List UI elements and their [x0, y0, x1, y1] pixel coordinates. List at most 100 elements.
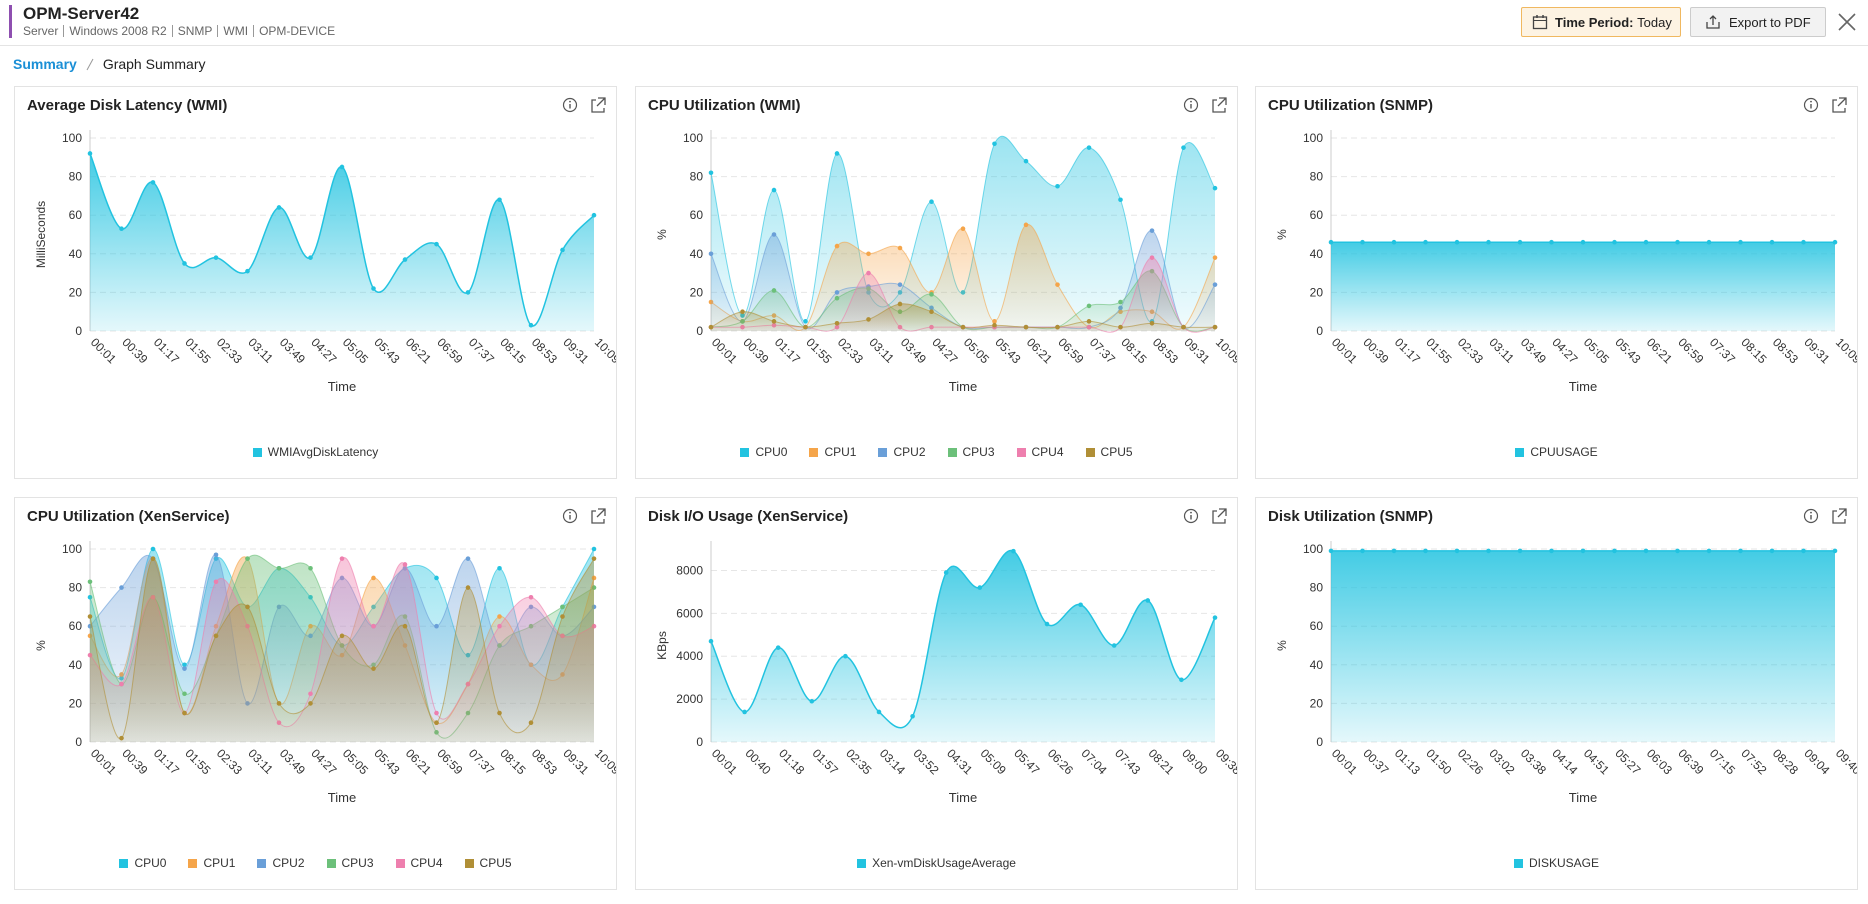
data-point: [866, 270, 871, 276]
data-point: [1675, 548, 1680, 554]
data-point: [1643, 548, 1649, 554]
data-point: [771, 288, 777, 293]
series-area: [711, 550, 1215, 742]
y-tick-label: 100: [1303, 542, 1323, 556]
data-point: [1486, 548, 1491, 554]
time-period-button[interactable]: Time Period: Today: [1521, 7, 1681, 37]
y-tick-label: 0: [75, 324, 82, 338]
x-tick-label: 01:55: [1423, 335, 1454, 366]
data-point: [1801, 548, 1806, 554]
popout-icon[interactable]: [1832, 508, 1847, 524]
legend-item[interactable]: DISKUSAGE: [1513, 856, 1599, 870]
legend-swatch: [326, 859, 336, 868]
legend-item[interactable]: CPU1: [188, 856, 235, 870]
x-tick-label: 05:09: [978, 746, 1009, 777]
legend-item[interactable]: CPUUSAGE: [1515, 445, 1598, 459]
x-tick-label: 09:31: [1181, 335, 1212, 366]
info-icon[interactable]: [562, 508, 578, 524]
legend-item[interactable]: Xen-vmDiskUsageAverage: [857, 856, 1016, 870]
data-point: [1360, 239, 1365, 245]
legend-item[interactable]: CPU1: [809, 445, 856, 459]
legend-item[interactable]: CPU0: [119, 856, 166, 870]
y-tick-label: 60: [1310, 208, 1324, 222]
data-point: [1769, 548, 1775, 554]
info-icon[interactable]: [1803, 508, 1819, 524]
data-point: [1055, 282, 1060, 287]
x-tick-label: 00:40: [742, 746, 773, 777]
data-point: [1328, 548, 1334, 554]
y-tick-label: 20: [69, 696, 83, 710]
x-tick-label: 08:53: [529, 746, 560, 777]
x-tick-label: 03:11: [1486, 335, 1517, 366]
data-point: [1179, 677, 1184, 683]
info-icon[interactable]: [562, 97, 578, 113]
legend-item[interactable]: CPU0: [740, 445, 787, 459]
data-point: [960, 324, 966, 330]
popout-arrow: [1837, 97, 1847, 107]
x-tick-label: 05:05: [340, 335, 371, 366]
data-point: [1580, 239, 1586, 245]
popout-icon[interactable]: [1212, 508, 1227, 524]
x-tick-label: 00:01: [88, 746, 119, 777]
popout-arrow: [596, 97, 606, 107]
data-point: [897, 245, 903, 251]
series-area: [1331, 550, 1835, 742]
info-icon[interactable]: [1183, 97, 1199, 113]
y-tick-label: 100: [62, 131, 82, 145]
data-point: [119, 681, 124, 687]
y-tick-label: 40: [1310, 247, 1324, 261]
legend-item[interactable]: CPU4: [395, 856, 443, 870]
y-tick-label: 0: [1316, 324, 1323, 338]
export-label: Export to PDF: [1729, 14, 1811, 30]
info-icon[interactable]: [1183, 508, 1199, 524]
chart-panel: CPU Utilization (XenService) 0 20 40 60 80 100…: [14, 497, 617, 890]
legend-swatch: [252, 448, 262, 457]
popout-icon[interactable]: [591, 508, 606, 524]
data-point: [1145, 598, 1151, 603]
popout-icon[interactable]: [591, 97, 606, 113]
y-tick-label: 100: [62, 542, 82, 556]
breadcrumb-link[interactable]: Summary: [13, 56, 77, 72]
y-tick-label: 20: [1310, 696, 1324, 710]
close-button[interactable]: [1837, 12, 1857, 32]
legend-item[interactable]: CPU4: [1016, 445, 1064, 459]
x-tick-label: 06:59: [1675, 335, 1706, 366]
x-tick-label: 09:31: [1801, 335, 1832, 366]
popout-icon[interactable]: [1832, 97, 1847, 113]
legend-item[interactable]: CPU5: [464, 856, 512, 870]
popout-box: [1212, 510, 1226, 524]
data-point: [742, 709, 747, 715]
y-tick-label: 60: [1310, 619, 1324, 633]
legend-item[interactable]: WMIAvgDiskLatency: [252, 445, 378, 459]
popout-arrow: [596, 508, 606, 518]
legend-item[interactable]: CPU5: [1085, 445, 1133, 459]
legend-item[interactable]: CPU3: [947, 445, 995, 459]
x-tick-label: 03:11: [866, 335, 897, 366]
y-axis-label: MilliSeconds: [34, 201, 48, 268]
data-point: [276, 566, 282, 571]
y-tick-label: 20: [69, 285, 83, 299]
x-tick-label: 07:04: [1078, 746, 1109, 777]
x-tick-label: 09:40: [1833, 746, 1857, 777]
info-icon[interactable]: [1803, 97, 1819, 113]
export-button[interactable]: Export to PDF: [1690, 7, 1826, 37]
data-point: [1044, 621, 1050, 627]
data-point: [1391, 239, 1397, 245]
data-point: [434, 575, 439, 581]
x-tick-label: 10:09: [1213, 335, 1237, 366]
legend-item[interactable]: CPU2: [878, 445, 926, 459]
legend-item[interactable]: CPU3: [326, 856, 374, 870]
y-tick-label: 80: [690, 170, 704, 184]
data-point: [771, 187, 777, 193]
data-point: [465, 585, 471, 590]
data-point: [1454, 548, 1460, 554]
chart-title: Disk I/O Usage (XenService): [648, 508, 849, 525]
popout-box: [1212, 99, 1226, 113]
x-tick-label: 01:18: [776, 746, 807, 777]
x-axis-label: Time: [949, 790, 977, 805]
legend-item[interactable]: CPU2: [257, 856, 305, 870]
y-axis-label: %: [1275, 640, 1289, 651]
popout-icon[interactable]: [1212, 97, 1227, 113]
data-point: [1391, 548, 1397, 554]
